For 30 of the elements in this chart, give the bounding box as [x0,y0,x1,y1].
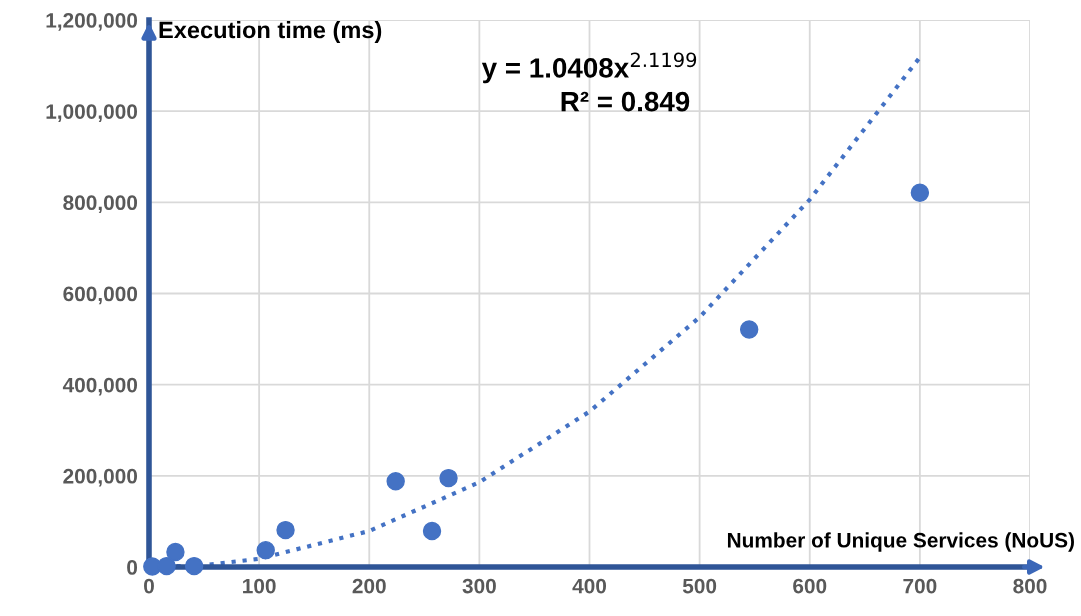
x-tick-label: 300 [462,578,496,594]
y-tick-label: 1,200,000 [46,13,138,31]
point [910,183,930,202]
point [157,556,176,576]
x-tick-label: 700 [903,578,937,594]
x-tick-label: 600 [793,578,827,594]
annotation: R² = 0.849 [561,91,690,112]
y-tick-label: 1,000,000 [46,104,138,122]
y-tick-label: 200,000 [63,468,138,487]
point [256,540,275,560]
y-tick-label: 600,000 [63,286,138,305]
point [422,521,442,541]
x-tick-label: 500 [682,578,717,594]
x-axis-title: Number of Unique Services (NoUS) [727,532,1074,552]
x-tick-label: 200 [352,578,386,594]
point [276,520,295,540]
annotation: y = 1.0408x$^{2.1199}$ [481,52,697,84]
point [739,320,759,339]
y-tick-label: 800,000 [63,195,138,214]
x-tick-label: 0 [144,578,154,594]
x-tick-label: 800 [1013,578,1047,594]
point [386,472,405,491]
y-axis-title: Execution time (ms) [159,21,382,44]
point [166,542,185,562]
point [439,468,458,488]
y-tick-label: 0 [127,560,138,575]
y-tick-label: 400,000 [62,377,138,396]
point [184,556,204,576]
x-tick-label: 100 [243,578,276,594]
x-tick-label: 400 [572,578,607,594]
